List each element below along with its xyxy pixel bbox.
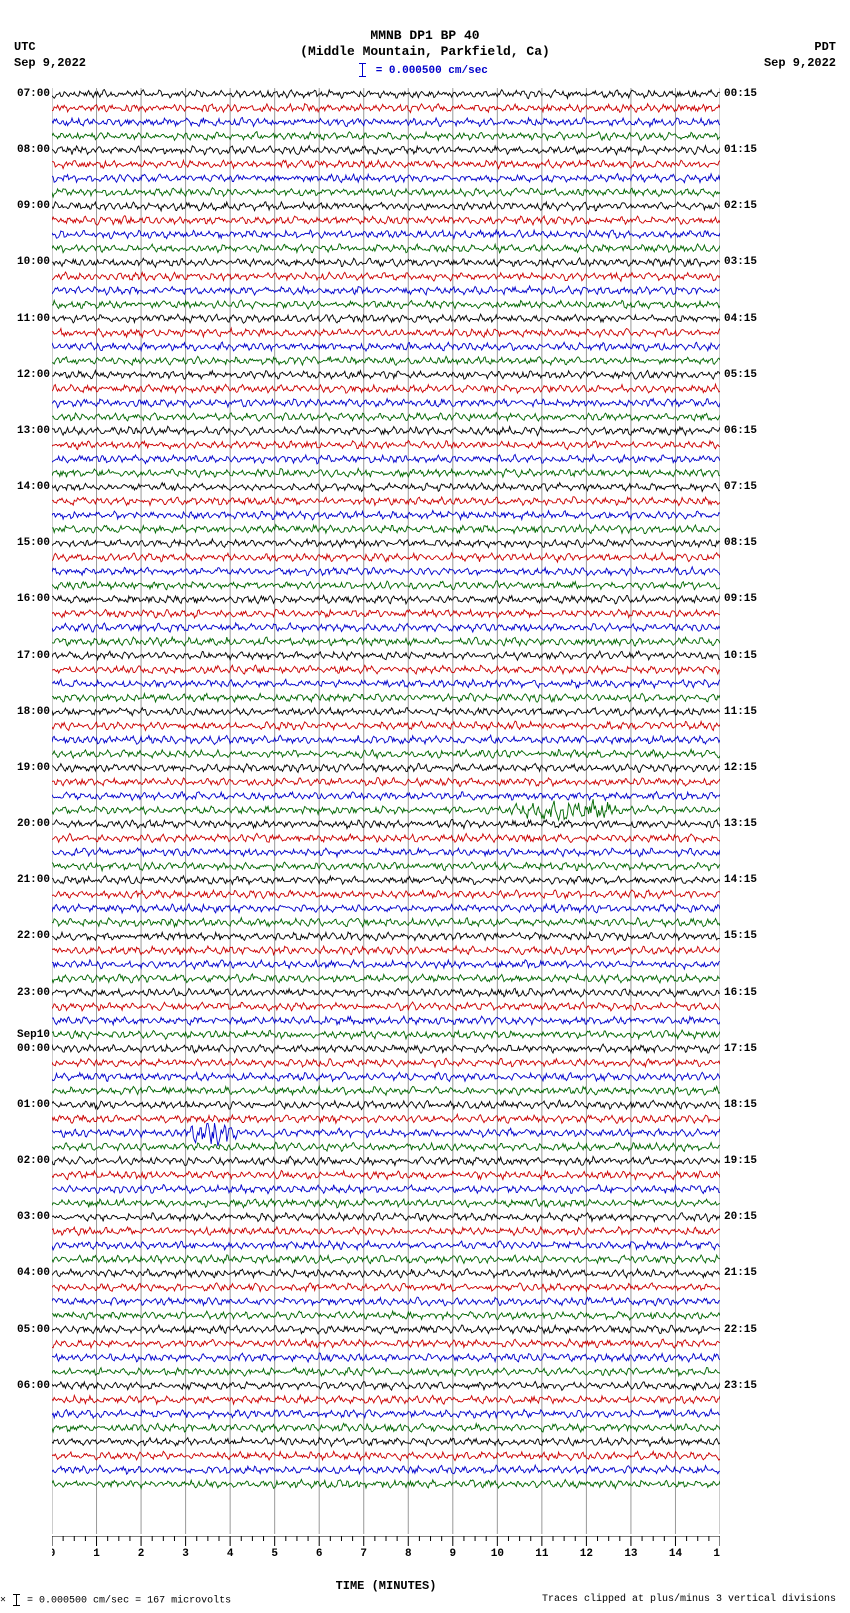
time-label: 01:00 [0,1099,50,1111]
time-label: 18:15 [724,1099,774,1111]
time-label: 19:15 [724,1155,774,1167]
time-label: 07:15 [724,481,774,493]
time-label: 00:00 [0,1043,50,1055]
time-label: 21:15 [724,1267,774,1279]
time-label: 17:00 [0,650,50,662]
time-label: 12:15 [724,762,774,774]
time-label: 18:00 [0,706,50,718]
footer-left: × = 0.000500 cm/sec = 167 microvolts [0,1594,231,1607]
time-label: 23:00 [0,987,50,999]
time-label: 22:15 [724,1324,774,1336]
time-label: 15:00 [0,537,50,549]
time-label: 08:15 [724,537,774,549]
time-label: 13:00 [0,425,50,437]
x-axis-ticks: 0123456789101112131415 [52,1536,720,1556]
svg-text:3: 3 [182,1548,189,1556]
svg-text:13: 13 [624,1548,638,1556]
time-label: 10:15 [724,650,774,662]
time-label: 08:00 [0,144,50,156]
time-label: 21:00 [0,874,50,886]
time-label: 20:15 [724,1211,774,1223]
time-label: 20:00 [0,818,50,830]
time-label: 02:15 [724,200,774,212]
svg-text:2: 2 [138,1548,145,1556]
time-label: 11:00 [0,313,50,325]
date-right: Sep 9,2022 [764,56,836,72]
time-label: 22:00 [0,930,50,942]
tz-left: UTC [14,40,86,56]
time-label: 16:15 [724,987,774,999]
svg-text:5: 5 [271,1548,278,1556]
svg-text:10: 10 [491,1548,504,1556]
time-label: 23:15 [724,1380,774,1392]
svg-text:8: 8 [405,1548,412,1556]
time-label: 00:15 [724,88,774,100]
tz-left-block: UTC Sep 9,2022 [14,40,86,71]
scale-text: = 0.000500 cm/sec [376,64,488,76]
scale-indicator: = 0.000500 cm/sec [0,63,850,79]
time-label: 10:00 [0,256,50,268]
time-label: 01:15 [724,144,774,156]
time-label: 14:00 [0,481,50,493]
time-label: 07:00 [0,88,50,100]
scale-bar-icon [362,63,363,77]
seismogram-plot [52,88,720,1534]
right-time-axis: 00:15 01:15 02:15 03:15 04:15 05:15 06:15 07:15… [722,88,774,1534]
time-label: 12:00 [0,369,50,381]
time-label: 05:00 [0,1324,50,1336]
time-label: 04:15 [724,313,774,325]
svg-text:9: 9 [449,1548,456,1556]
time-label: 11:15 [724,706,774,718]
footer-scale-bar-icon [16,1594,17,1606]
time-label: 02:00 [0,1155,50,1167]
time-label: 15:15 [724,930,774,942]
time-label: 19:00 [0,762,50,774]
station-title: MMNB DP1 BP 40 [0,28,850,44]
time-label: 09:15 [724,593,774,605]
svg-text:11: 11 [535,1548,549,1556]
tz-right: PDT [764,40,836,56]
time-label: 04:00 [0,1267,50,1279]
station-subtitle: (Middle Mountain, Parkfield, Ca) [0,44,850,60]
footer-left-text: = 0.000500 cm/sec = 167 microvolts [27,1596,231,1607]
svg-text:0: 0 [52,1548,55,1556]
x-axis: 0123456789101112131415 TIME (MINUTES) [52,1536,720,1576]
svg-text:15: 15 [713,1548,720,1556]
time-label: 16:00 [0,593,50,605]
time-label: 06:15 [724,425,774,437]
time-label: 14:15 [724,874,774,886]
footer-scale-prefix: × [0,1596,6,1607]
header: MMNB DP1 BP 40 (Middle Mountain, Parkfie… [0,0,850,78]
svg-text:14: 14 [669,1548,683,1556]
left-time-axis: 07:00 08:00 09:00 10:00 11:00 12:00 13:00 14:00… [0,88,50,1534]
time-label: 05:15 [724,369,774,381]
svg-text:7: 7 [360,1548,367,1556]
time-label: 03:00 [0,1211,50,1223]
svg-text:6: 6 [316,1548,323,1556]
time-label: 17:15 [724,1043,774,1055]
time-label: Sep10 [0,1029,50,1041]
time-label: 06:00 [0,1380,50,1392]
svg-text:4: 4 [227,1548,234,1556]
svg-text:12: 12 [580,1548,593,1556]
footer-right: Traces clipped at plus/minus 3 vertical … [542,1594,836,1605]
date-left: Sep 9,2022 [14,56,86,72]
time-label: 03:15 [724,256,774,268]
x-axis-title: TIME (MINUTES) [52,1579,720,1593]
time-label: 09:00 [0,200,50,212]
seismogram-container: UTC Sep 9,2022 PDT Sep 9,2022 MMNB DP1 B… [0,0,850,1613]
tz-right-block: PDT Sep 9,2022 [764,40,836,71]
time-label: 13:15 [724,818,774,830]
svg-text:1: 1 [93,1548,100,1556]
